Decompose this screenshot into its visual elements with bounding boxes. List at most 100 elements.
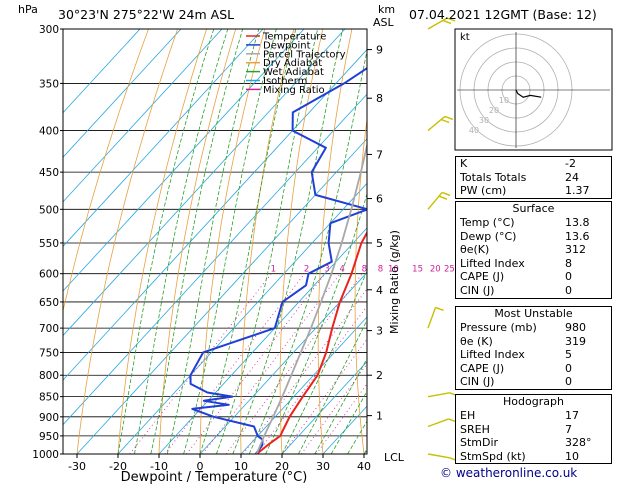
surface-dewp-label: Dewp (°C) — [460, 229, 517, 243]
legend-entry: Isotherm — [263, 76, 307, 87]
wet-adiabat — [216, 29, 319, 454]
isotherm-line — [63, 29, 305, 292]
isotherm-line — [281, 361, 367, 454]
isotherm-line — [63, 93, 367, 426]
legend-entry: Parcel Trajectory — [263, 49, 346, 60]
sreh-label: SREH — [460, 422, 490, 436]
dry-adiabat — [613, 29, 629, 454]
x-tick-label: 20 — [275, 460, 289, 473]
mu-cin-row: CIN (J) 0 — [456, 375, 611, 389]
isotherm-line — [240, 316, 367, 454]
mu-pressure-label: Pressure (mb) — [460, 321, 537, 334]
surface-temp-row: Temp (°C) 13.8 — [456, 216, 611, 230]
mu-pressure-row: Pressure (mb) 980 — [456, 321, 611, 335]
wind-barb-staff — [427, 17, 448, 30]
surface-box: Surface Temp (°C) 13.8 Dewp (°C) 13.6 θe(K… — [455, 201, 612, 299]
isotherm-line — [63, 29, 223, 203]
surface-cin-label: CIN (J) — [460, 283, 495, 297]
wind-barbs — [427, 17, 458, 462]
isotherm-line — [199, 271, 367, 454]
surface-cin-row: CIN (J) 0 — [456, 284, 611, 298]
index-k-row: K -2 — [456, 157, 611, 171]
wind-barb-flag — [435, 306, 444, 312]
wet-adiabat — [134, 29, 229, 454]
mixing-ratio-label: 3 — [324, 265, 329, 275]
mixing-ratio-label: 8 — [378, 265, 383, 275]
mixing-ratio-label: 2 — [304, 265, 309, 275]
pressure-tick-label: 450 — [39, 167, 59, 179]
surface-cape-value: 0 — [565, 270, 572, 284]
km-tick-label: 2 — [376, 369, 383, 382]
surface-temp-value: 13.8 — [565, 216, 590, 229]
eh-label: EH — [460, 409, 476, 422]
mu-thetae-row: θe (K) 319 — [456, 335, 611, 349]
wet-adiabat — [166, 29, 260, 454]
dry-adiabat — [240, 29, 295, 454]
x-tick-label: -30 — [68, 460, 86, 473]
wet-adiabat — [314, 357, 367, 454]
index-tt-value: 24 — [565, 170, 579, 184]
x-tick-label: 10 — [234, 460, 248, 473]
datetime-title: 07.04.2021 12GMT (Base: 12) — [409, 7, 597, 22]
index-tt-row: Totals Totals 24 — [456, 171, 611, 185]
stmdir-row: StmDir 328° — [456, 436, 611, 450]
km-tick-label: 8 — [376, 92, 383, 105]
km-tick-label: 1 — [376, 410, 383, 423]
wet-adiabat — [298, 319, 367, 454]
surface-thetae-row: θe(K) 312 — [456, 243, 611, 257]
most-unstable-box: Most Unstable Pressure (mb) 980 θe (K) 319… — [455, 306, 612, 390]
surface-dewp-value: 13.6 — [565, 229, 590, 243]
index-tt-label: Totals Totals — [460, 170, 527, 184]
pressure-tick-label: 500 — [39, 204, 59, 216]
wet-adiabat — [150, 29, 244, 454]
pressure-tick-label: 750 — [39, 347, 59, 359]
mu-cape-row: CAPE (J) 0 — [456, 362, 611, 376]
pressure-tick-label: 900 — [39, 412, 59, 424]
mixing-ratio-line — [315, 383, 367, 454]
pressure-tick-label: 400 — [39, 126, 59, 138]
mu-cape-value: 0 — [565, 361, 572, 375]
chart-series — [189, 67, 367, 454]
stmdir-value: 328° — [565, 436, 592, 450]
sreh-row: SREH 7 — [456, 423, 611, 437]
legend-entry: Dewpoint — [263, 40, 311, 51]
mu-cape-label: CAPE (J) — [460, 361, 505, 375]
km-tick-label: 6 — [376, 193, 383, 206]
mixing-ratio-label: 10 — [388, 265, 399, 275]
mu-li-value: 5 — [565, 348, 572, 362]
pressure-tick-label: 650 — [39, 297, 59, 309]
dry-adiabat — [117, 29, 207, 454]
legend-entry: Mixing Ratio — [263, 85, 325, 96]
surface-cape-label: CAPE (J) — [460, 270, 505, 284]
hodograph-table-box: Hodograph EH 17 SREH 7 StmDir 328° StmSpd (… — [455, 394, 612, 465]
mixing-ratio-label: 1 — [271, 265, 276, 275]
pressure-tick-label: 700 — [39, 323, 59, 335]
mixing-ratio-label: 20 — [430, 265, 441, 275]
index-k-label: K — [460, 157, 468, 170]
km-tick-label: 3 — [376, 325, 383, 338]
km-tick-label: 7 — [376, 148, 383, 161]
wet-adiabat — [248, 48, 367, 454]
eh-row: EH 17 — [456, 409, 611, 423]
surface-li-label: Lifted Index — [460, 256, 525, 270]
most-unstable-title: Most Unstable — [494, 307, 573, 320]
km-tick-label: 5 — [376, 237, 383, 250]
plot-frame — [62, 28, 368, 455]
wind-barb-staff — [427, 418, 449, 428]
mu-thetae-label: θe (K) — [460, 334, 493, 348]
surface-temp-label: Temp (°C) — [460, 216, 515, 229]
legend-entry: Wet Adiabat — [263, 67, 324, 78]
dry-adiabat — [354, 116, 367, 454]
mu-thetae-value: 319 — [565, 334, 586, 348]
wind-barb-staff — [427, 453, 450, 459]
km-tick-label: 4 — [376, 284, 383, 297]
isotherm-line — [63, 29, 264, 247]
index-pw-value: 1.37 — [565, 184, 590, 198]
lcl-label: LCL — [384, 451, 405, 464]
wind-barb-flag — [441, 191, 451, 197]
dry-adiabat — [76, 29, 178, 454]
isotherm-line — [63, 29, 141, 114]
km-tick-label: 9 — [376, 44, 383, 57]
mixing-ratio-line — [242, 288, 367, 454]
